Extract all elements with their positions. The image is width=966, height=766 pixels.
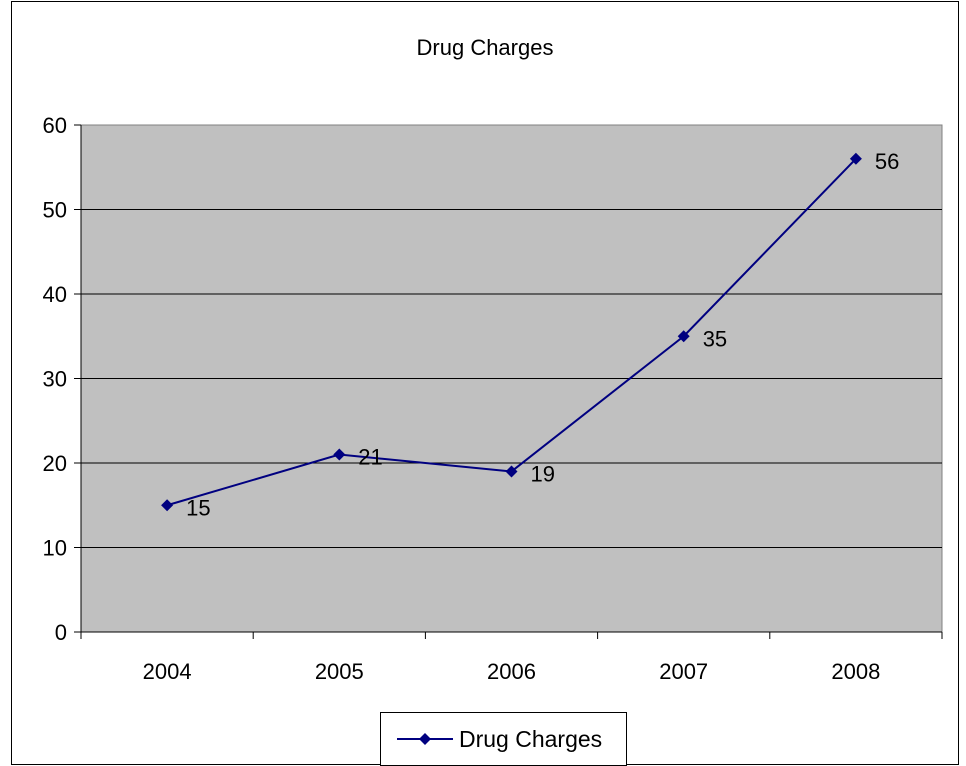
data-labels: 15 21 19 35 56: [186, 149, 899, 520]
x-axis: 2004 2005 2006 2007 2008: [80, 631, 943, 684]
y-tick-label-60: 60: [43, 113, 67, 138]
y-tick-label-50: 50: [43, 198, 67, 223]
y-tick-label-40: 40: [43, 282, 67, 307]
y-axis: 0 10 20 30 40 50 60: [43, 113, 82, 645]
data-label-2004: 15: [186, 495, 210, 520]
data-label-2007: 35: [703, 326, 727, 351]
legend: Drug Charges: [380, 712, 627, 766]
data-label-2008: 56: [875, 149, 899, 174]
y-tick-label-10: 10: [43, 536, 67, 561]
y-tick-label-30: 30: [43, 367, 67, 392]
series-drug-charges: [161, 152, 862, 512]
x-tick-label-2008: 2008: [831, 659, 880, 684]
legend-line-marker-icon: [397, 733, 453, 745]
data-label-2006: 19: [531, 461, 555, 486]
gridlines: [81, 209, 942, 548]
x-tick-label-2005: 2005: [315, 659, 364, 684]
data-point-2004: [161, 499, 174, 512]
y-tick-label-0: 0: [55, 620, 67, 645]
data-point-2008: [849, 152, 862, 165]
x-tick-label-2007: 2007: [659, 659, 708, 684]
chart-title: Drug Charges: [417, 35, 554, 60]
data-point-2007: [677, 330, 690, 343]
x-tick-label-2004: 2004: [143, 659, 192, 684]
data-point-2006: [505, 465, 518, 478]
y-tick-label-20: 20: [43, 451, 67, 476]
data-point-2005: [333, 448, 346, 461]
x-tick-label-2006: 2006: [487, 659, 536, 684]
data-label-2005: 21: [358, 445, 382, 470]
legend-label: Drug Charges: [459, 725, 603, 752]
